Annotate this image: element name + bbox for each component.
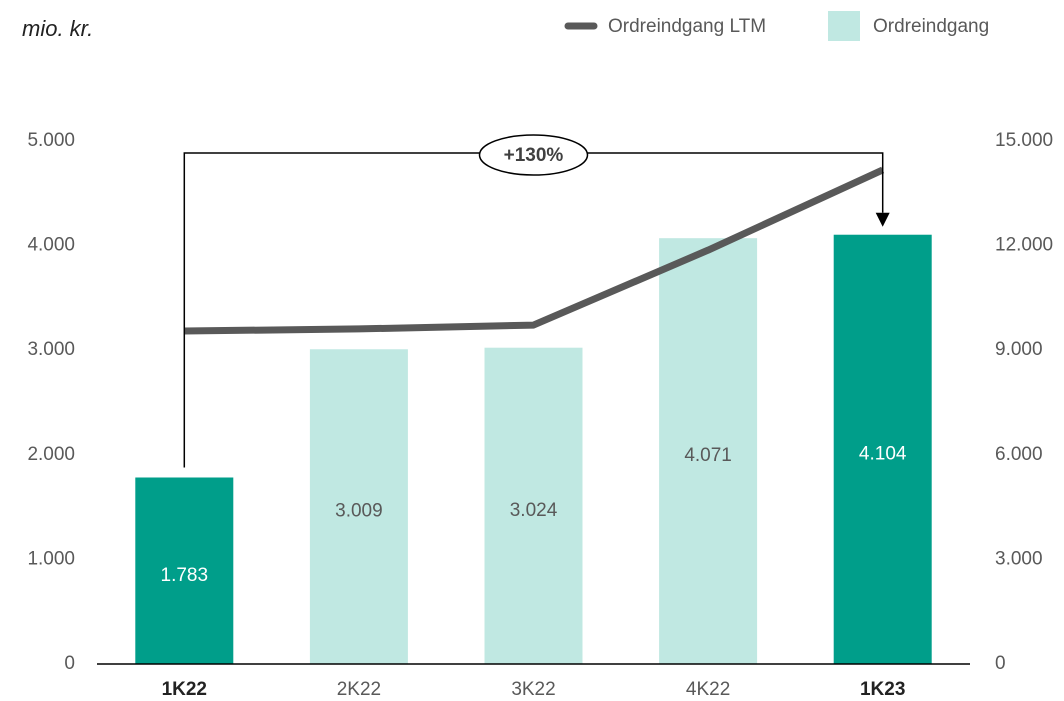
data-label: 3.009 — [335, 501, 383, 522]
data-label: 4.104 — [859, 443, 907, 464]
y2-tick-label: 6.000 — [995, 444, 1043, 465]
y-tick-label: 1.000 — [27, 548, 75, 569]
bracket-arrow — [875, 212, 890, 227]
y2-tick-label: 9.000 — [995, 339, 1043, 360]
bar — [309, 349, 408, 664]
y-tick-label: 0 — [64, 653, 75, 674]
x-tick-label: 3K22 — [511, 679, 555, 700]
annotation: +130% — [504, 145, 564, 166]
data-label: 4.071 — [684, 445, 732, 466]
unit-label: mio. kr. — [22, 16, 93, 41]
ltm-line — [184, 166, 885, 335]
legend-label: Ordreindgang — [873, 16, 989, 37]
y-tick-label: 4.000 — [27, 235, 75, 256]
legend-label: Ordreindgang LTM — [608, 16, 766, 37]
bar — [484, 347, 583, 664]
y2-tick-label: 12.000 — [995, 235, 1053, 256]
x-tick-label: 1K23 — [860, 679, 905, 700]
y2-tick-label: 0 — [995, 653, 1006, 674]
bar — [135, 477, 234, 664]
y-tick-label: 5.000 — [27, 130, 75, 151]
data-label: 3.024 — [510, 500, 558, 521]
annotation-oval — [478, 134, 589, 176]
y-tick-label: 3.000 — [27, 339, 75, 360]
y-tick-label: 2.000 — [27, 444, 75, 465]
y2-tick-label: 15.000 — [995, 130, 1053, 151]
y2-tick-label: 3.000 — [995, 548, 1043, 569]
x-tick-label: 2K22 — [337, 679, 381, 700]
data-label: 1.783 — [161, 565, 209, 586]
x-tick-label: 1K22 — [162, 679, 207, 700]
bar — [833, 234, 932, 664]
legend-swatch — [828, 11, 860, 41]
x-tick-label: 4K22 — [686, 679, 730, 700]
bar — [659, 238, 758, 664]
